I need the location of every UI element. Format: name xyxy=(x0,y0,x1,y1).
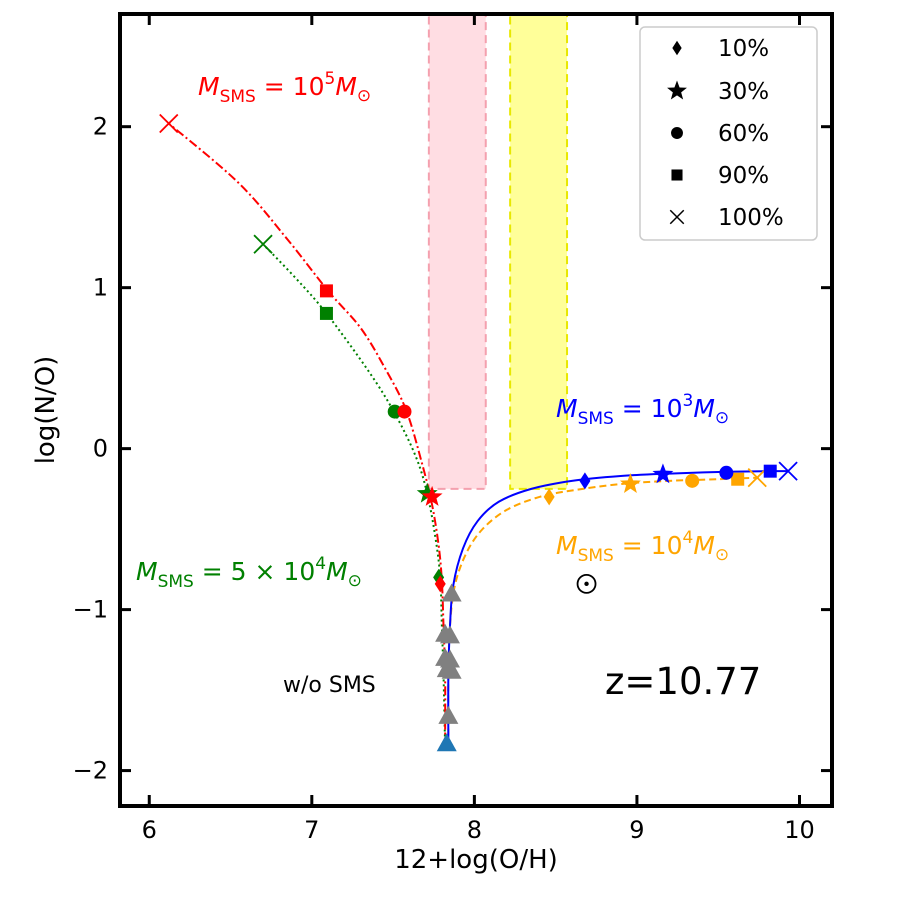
legend-label-60: 60% xyxy=(718,121,769,147)
legend-label-30: 30% xyxy=(718,79,769,105)
sms-1e4-msun: M xyxy=(693,531,715,560)
solar-ring xyxy=(576,573,597,594)
marker-sms-1e3-30pct xyxy=(652,463,674,484)
marker-sms-1e5-90pct xyxy=(319,284,333,298)
legend-label-100: 100% xyxy=(718,205,784,231)
sms-1e3-exp: 3 xyxy=(682,391,693,411)
marker-sms-1e5-100pct xyxy=(159,113,179,134)
annotation-sms-1e5: MSMS = 105M⊙ xyxy=(198,69,371,107)
marker-sms-1e4-30pct xyxy=(619,473,641,493)
y-axis-label: log(N/O) xyxy=(31,356,61,465)
solar-dot xyxy=(584,581,589,587)
annotation-no-sms: w/o SMS xyxy=(283,673,376,698)
annotation-sms-1e4: MSMS = 104M⊙ xyxy=(556,528,729,566)
marker-sms-1e4-90pct xyxy=(731,472,745,486)
sms-1e4-exp: 4 xyxy=(682,528,693,548)
legend-marker-100pct xyxy=(669,209,685,225)
legend: 10% 30% 60% 90% 100% xyxy=(639,26,818,241)
x-tick-label-8: 8 xyxy=(467,816,482,844)
x-axis-label: 12+log(O/H) xyxy=(394,845,558,875)
plot-frame xyxy=(118,12,834,808)
sms-1e3-eq: = 10 xyxy=(614,394,683,423)
no-sms-triangle-7 xyxy=(441,660,462,679)
sms-1e5-sun: ⊙ xyxy=(357,86,371,106)
curve-sms-1e5 xyxy=(168,122,447,747)
marker-sms-1e5-60pct xyxy=(397,404,412,419)
y-tick-label-2: 2 xyxy=(93,113,108,141)
marker-sms-1e3-60pct xyxy=(719,465,734,480)
marker-sms-5e4-30pct xyxy=(416,482,438,503)
sms-5e4-m: M xyxy=(136,557,158,586)
marker-sms-1e5-30pct xyxy=(421,485,443,506)
legend-label-10: 10% xyxy=(718,36,769,62)
y-tick-label--1: −1 xyxy=(73,596,108,624)
sms-1e5-m: M xyxy=(198,72,220,101)
curve-sms-1e3 xyxy=(447,470,789,747)
marker-sms-1e3-100pct xyxy=(778,461,798,481)
legend-marker-90pct xyxy=(671,169,683,181)
curve-sms-1e4 xyxy=(447,476,759,747)
model-markers xyxy=(159,113,798,752)
marker-sms-1e5-10pct xyxy=(434,575,446,593)
marker-sms-1e3-10pct xyxy=(579,472,591,490)
legend-marker-30pct xyxy=(667,80,687,100)
sms-1e4-m: M xyxy=(556,531,578,560)
sms-1e5-sub: SMS xyxy=(220,87,256,107)
annotation-redshift: z=10.77 xyxy=(605,660,761,703)
marker-sms-1e4-100pct xyxy=(747,467,767,488)
y-tick-label-1: 1 xyxy=(93,274,108,302)
no-sms-triangle-1 xyxy=(441,583,462,602)
x-tick-label-10: 10 xyxy=(784,816,815,844)
legend-markers xyxy=(667,40,687,225)
shaded-region-2 xyxy=(509,14,569,490)
sms-1e3-sun: ⊙ xyxy=(715,408,729,428)
shaded-region-1 xyxy=(427,14,487,490)
sms-5e4-eq: = 5 × 10 xyxy=(194,557,315,586)
annotation-sms-1e3: MSMS = 103M⊙ xyxy=(556,391,729,429)
y-tick-label--2: −2 xyxy=(73,757,108,785)
marker-sms-1e4-10pct xyxy=(543,488,555,506)
legend-marker-10pct xyxy=(672,40,682,56)
sms-1e4-sub: SMS xyxy=(578,546,614,566)
marker-sms-5e4-100pct xyxy=(253,234,273,254)
annotation-sms-5e4: MSMS = 5 × 104M⊙ xyxy=(136,554,362,592)
marker-sms-1e3-90pct xyxy=(763,464,777,478)
sms-5e4-msun: M xyxy=(326,557,348,586)
x-tick-label-9: 9 xyxy=(629,816,644,844)
x-tick-label-7: 7 xyxy=(304,816,319,844)
legend-label-90: 90% xyxy=(718,163,769,189)
sms-5e4-sun: ⊙ xyxy=(348,571,362,591)
sms-5e4-sub: SMS xyxy=(158,572,194,592)
legend-marker-60pct xyxy=(671,127,683,139)
initial-point-triangle xyxy=(436,733,457,752)
solar-symbol xyxy=(576,573,597,594)
marker-sms-5e4-90pct xyxy=(319,306,333,320)
sms-1e3-m: M xyxy=(556,394,578,423)
sms-5e4-exp: 4 xyxy=(315,554,326,574)
sms-1e4-eq: = 10 xyxy=(614,531,683,560)
sms-1e3-sub: SMS xyxy=(578,409,614,429)
x-tick-label-6: 6 xyxy=(142,816,157,844)
sms-1e5-msun: M xyxy=(335,72,357,101)
y-tick-label-0: 0 xyxy=(93,435,108,463)
shaded-regions xyxy=(427,14,569,490)
marker-sms-1e4-60pct xyxy=(685,473,700,488)
sms-1e5-eq: = 10 xyxy=(256,72,325,101)
sms-1e4-sun: ⊙ xyxy=(715,545,729,565)
no-sms-triangle-8 xyxy=(438,705,459,724)
sms-1e3-msun: M xyxy=(693,394,715,423)
marker-sms-5e4-60pct xyxy=(387,404,402,419)
no-sms-triangle-3 xyxy=(439,625,460,644)
sms-1e5-exp: 5 xyxy=(324,69,335,89)
legend-box xyxy=(639,26,818,241)
